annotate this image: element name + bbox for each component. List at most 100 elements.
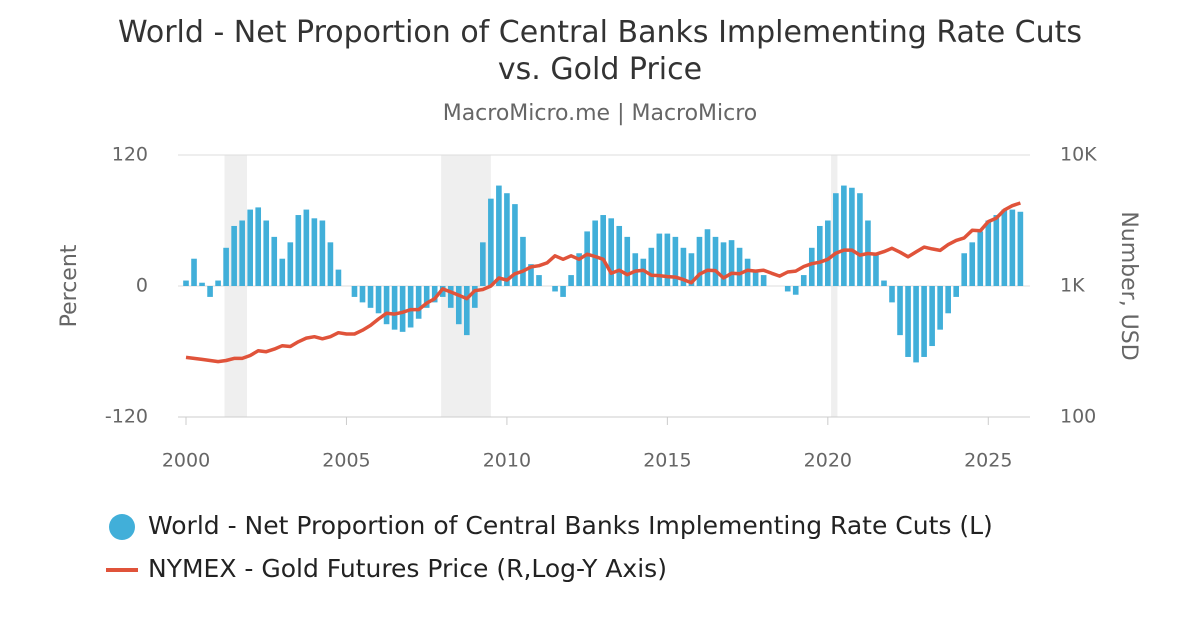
bar — [327, 242, 334, 286]
y-tick-label: -120 — [105, 406, 148, 428]
chart-title: World - Net Proportion of Central Banks … — [117, 15, 1083, 87]
bar — [375, 286, 382, 314]
bar — [825, 220, 831, 286]
bar — [712, 236, 719, 286]
bar — [608, 218, 615, 286]
bar — [472, 286, 478, 308]
bar — [857, 193, 863, 286]
bar — [688, 253, 695, 286]
x-tick-label: 2010 — [483, 450, 531, 472]
bar — [287, 242, 294, 286]
bar — [223, 247, 229, 286]
y2-tick-label: 1K — [1060, 275, 1085, 297]
bar — [736, 247, 743, 286]
bar — [183, 280, 189, 286]
bar — [239, 220, 245, 286]
bar — [841, 185, 847, 286]
bar — [800, 275, 807, 286]
bar — [528, 264, 534, 286]
bar — [560, 286, 566, 297]
bar — [255, 207, 262, 286]
bar — [576, 253, 582, 286]
bar — [391, 286, 398, 330]
bar — [897, 286, 903, 336]
bar — [431, 286, 438, 303]
bar — [624, 236, 631, 286]
bar — [536, 275, 542, 286]
bar — [640, 258, 647, 286]
y2-axis-label: Number, USD — [1116, 211, 1141, 360]
bar — [600, 215, 606, 286]
bar — [231, 225, 237, 286]
bar — [496, 185, 502, 286]
bar — [351, 286, 358, 297]
y-axis-label: Percent — [57, 244, 82, 327]
legend-label: NYMEX - Gold Futures Price (R,Log-Y Axis… — [148, 554, 667, 583]
bar — [415, 286, 422, 319]
bar — [905, 286, 911, 357]
bar — [784, 286, 791, 292]
x-tick-label: 2025 — [964, 450, 1012, 472]
bar — [808, 247, 815, 286]
bar — [664, 233, 671, 286]
y-tick-label: 120 — [112, 144, 148, 166]
bar — [488, 198, 494, 286]
bar — [744, 258, 751, 286]
bar — [271, 236, 278, 286]
bar — [921, 286, 927, 357]
y2-tick-label: 10K — [1060, 144, 1097, 166]
bar — [247, 209, 253, 286]
bar — [680, 247, 687, 286]
bar — [191, 258, 197, 286]
bar — [672, 236, 679, 286]
bar — [913, 286, 919, 363]
bar — [720, 242, 727, 286]
bar — [752, 269, 759, 286]
x-tick-label: 2000 — [162, 450, 210, 472]
line — [185, 201, 1021, 364]
y-tick-label: 0 — [136, 275, 148, 297]
x-tick-label: 2020 — [804, 450, 852, 472]
bar — [993, 215, 1000, 286]
bar — [969, 242, 976, 286]
bar — [616, 225, 623, 286]
bar — [520, 236, 526, 286]
bar — [816, 225, 823, 286]
bar — [1001, 209, 1008, 286]
bar — [215, 280, 221, 286]
bar — [985, 220, 992, 286]
bar — [656, 233, 663, 286]
bar — [977, 231, 984, 286]
bar — [696, 236, 703, 286]
bar — [760, 275, 767, 286]
bar — [552, 286, 558, 292]
bar — [792, 286, 799, 295]
bar — [929, 286, 935, 347]
bar — [568, 275, 574, 286]
bar — [480, 242, 486, 286]
legend-label: World - Net Proportion of Central Banks … — [148, 511, 993, 540]
bar — [881, 280, 887, 286]
bar — [207, 286, 213, 297]
bar — [295, 215, 302, 286]
bar — [592, 220, 598, 286]
bar — [937, 286, 943, 330]
bar — [407, 286, 414, 328]
bar — [1009, 209, 1016, 286]
y2-tick-label: 100 — [1060, 406, 1096, 428]
bar — [367, 286, 374, 308]
bar — [335, 269, 342, 286]
bar — [311, 218, 318, 286]
bar — [399, 286, 406, 332]
bar — [263, 220, 270, 286]
bar — [961, 253, 968, 286]
bar — [833, 193, 839, 286]
bar — [423, 286, 430, 308]
legend-marker — [109, 514, 135, 540]
bar — [728, 240, 735, 286]
bar — [584, 231, 590, 286]
bar — [953, 286, 959, 297]
bar — [447, 286, 454, 308]
